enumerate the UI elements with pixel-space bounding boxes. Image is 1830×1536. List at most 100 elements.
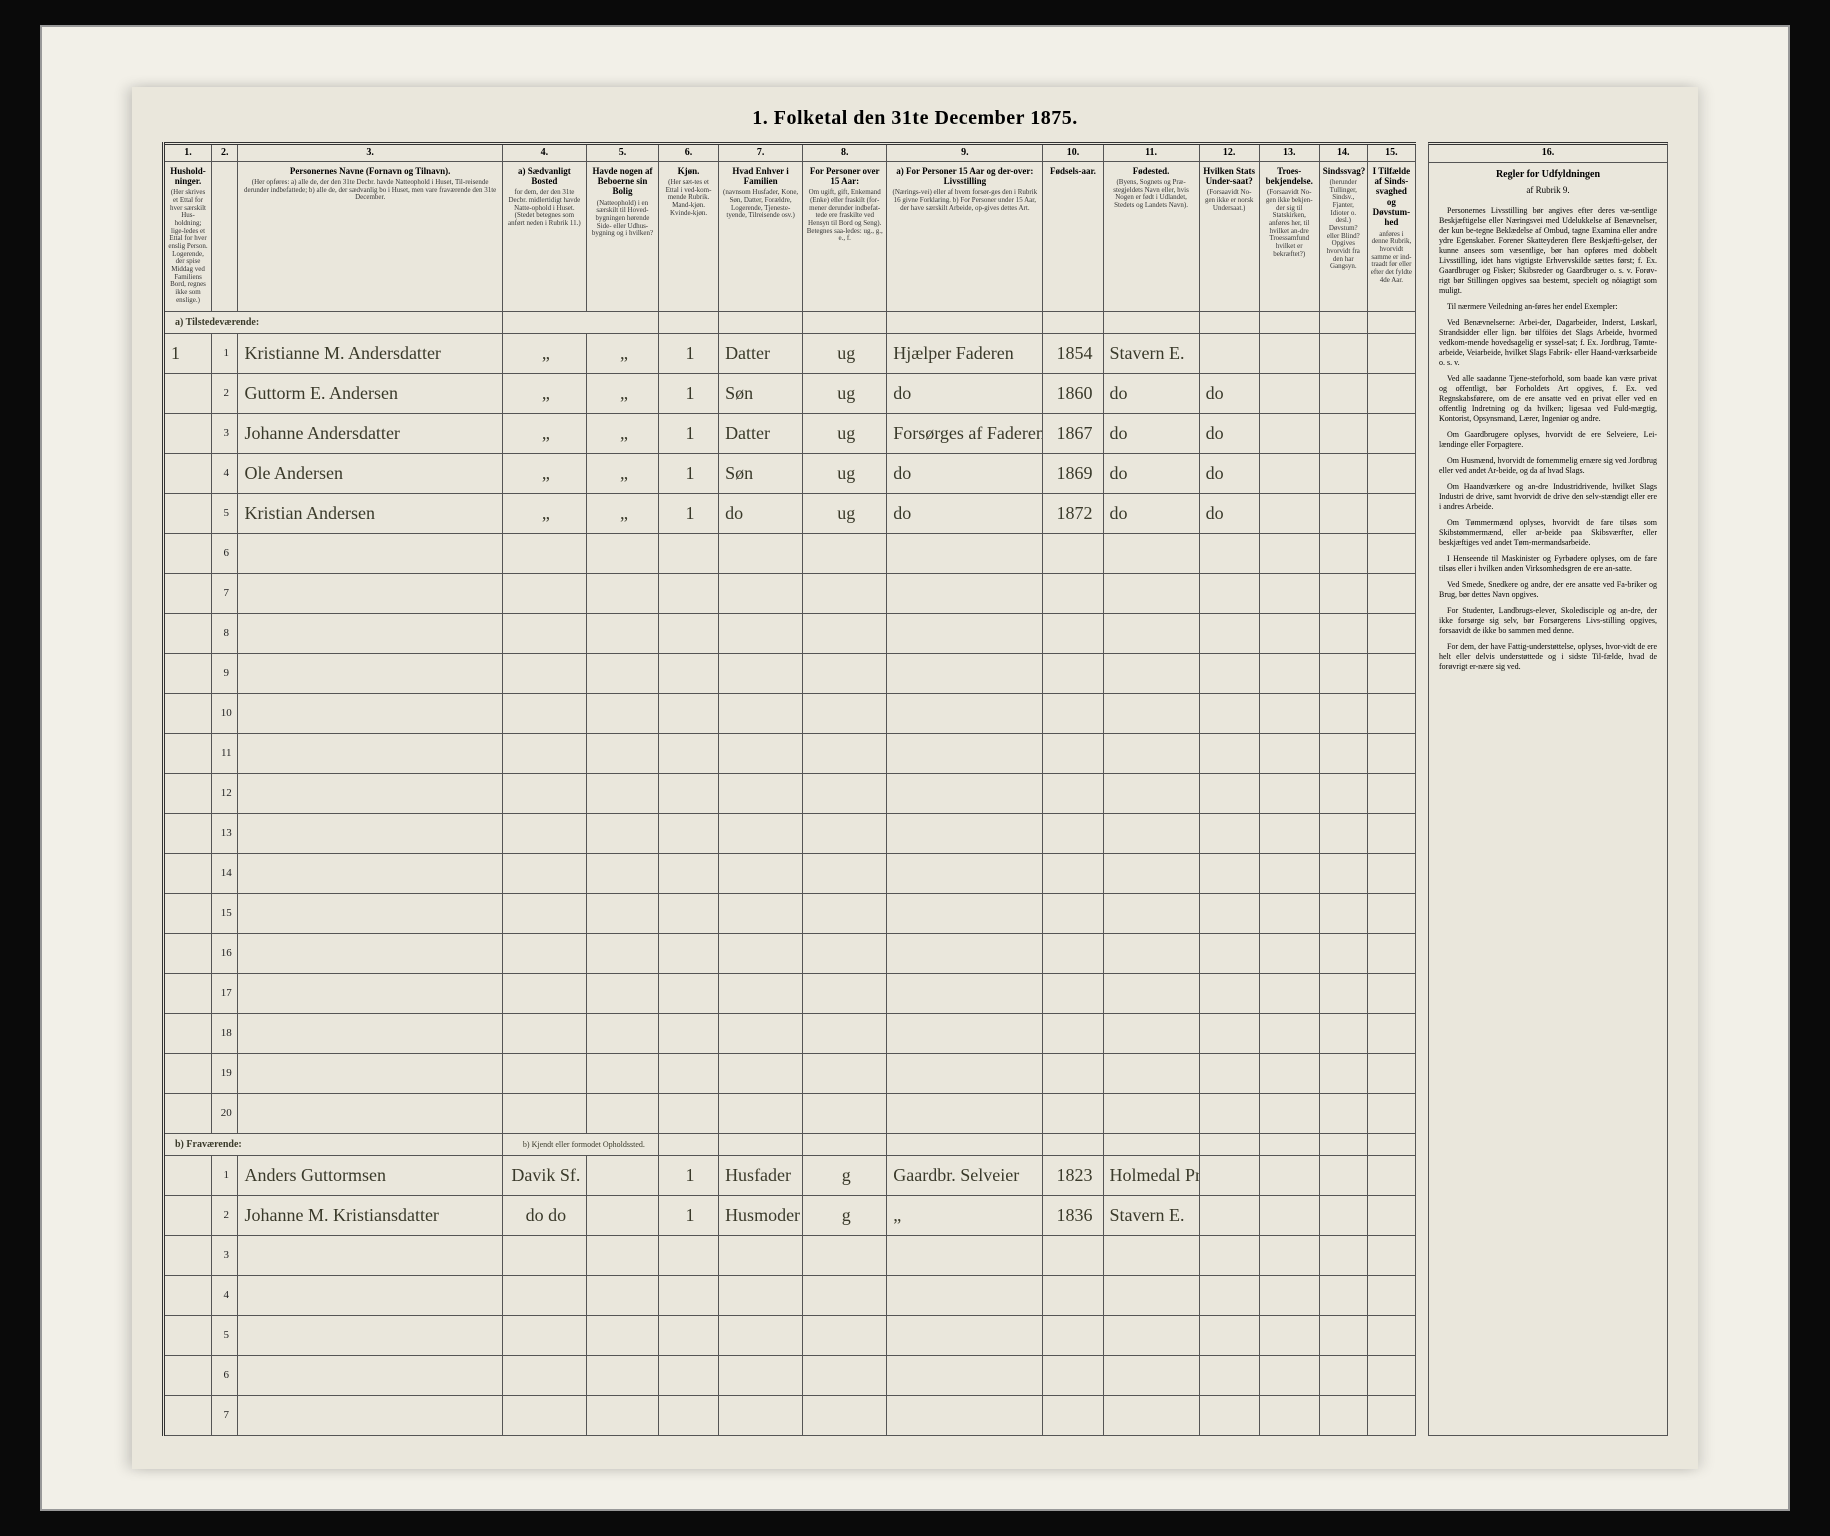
col-header-sub: (Forsaavidt No-gen ikke er norsk Undersa…: [1203, 189, 1256, 212]
col-header: Fødested.(Byens, Sognets og Præ-stegjeld…: [1103, 161, 1199, 311]
cell: [887, 533, 1043, 573]
table-row: 18: [164, 1013, 1416, 1053]
cell: [719, 973, 803, 1013]
cell: [803, 1275, 887, 1315]
cell: [1103, 1235, 1199, 1275]
cell: do: [887, 493, 1043, 533]
cell: [1199, 1195, 1259, 1235]
cell: 1869: [1043, 453, 1103, 493]
cell: [1259, 1355, 1319, 1395]
cell: g: [803, 1155, 887, 1195]
cell: [164, 1275, 212, 1315]
table-row: 9: [164, 653, 1416, 693]
cell: [803, 893, 887, 933]
cell: 1: [659, 453, 719, 493]
cell: [1319, 413, 1367, 453]
cell: [1319, 1315, 1367, 1355]
cell: [803, 733, 887, 773]
rules-sidebar: 16. Regler for Udfyldningen af Rubrik 9.…: [1428, 142, 1668, 1436]
cell: 1860: [1043, 373, 1103, 413]
cell: [164, 733, 212, 773]
table-wrap: 1.2.3.4.5.6.7.8.9.10.11.12.13.14.15. Hus…: [162, 142, 1416, 1436]
sidebar-heading: Regler for Udfyldningen: [1439, 169, 1657, 182]
cell: [803, 933, 887, 973]
cell: [1319, 373, 1367, 413]
cell: [1259, 853, 1319, 893]
cell: Anders Guttormsen: [238, 1155, 502, 1195]
cell: do: [1199, 453, 1259, 493]
cell: [1199, 1315, 1259, 1355]
cell: „: [502, 453, 586, 493]
cell: Kristian Andersen: [238, 493, 502, 533]
col-header: Troes-bekjendelse.(Forsaavidt No-gen ikk…: [1259, 161, 1319, 311]
table-row: 15: [164, 893, 1416, 933]
cell: [1199, 733, 1259, 773]
cell: [164, 613, 212, 653]
cell: Søn: [719, 373, 803, 413]
cell: [586, 1093, 658, 1133]
col-header: Hushold-ninger.(Her skrives et Ettal for…: [164, 161, 212, 311]
cell: [164, 1315, 212, 1355]
cell: [887, 933, 1043, 973]
cell: [1367, 493, 1415, 533]
cell: [1319, 1195, 1367, 1235]
cell: [164, 933, 212, 973]
cell: [502, 1093, 586, 1133]
cell: Hjælper Faderen: [887, 333, 1043, 373]
cell: 19: [212, 1053, 238, 1093]
cell: [1199, 893, 1259, 933]
cell: [719, 733, 803, 773]
cell: „: [586, 453, 658, 493]
cell: [1199, 1235, 1259, 1275]
cell: [1199, 773, 1259, 813]
cell: [1259, 613, 1319, 653]
cell: [887, 653, 1043, 693]
col-header-label: a) For Personer 15 Aar og der-over: Livs…: [890, 166, 1039, 187]
sidebar-para: Om Gaardbrugere oplyses, hvorvidt de ere…: [1439, 430, 1657, 450]
cell: Søn: [719, 453, 803, 493]
cell: [887, 893, 1043, 933]
col-header-sub: (Her sæt-tes et Ettal i ved-kom-mende Ru…: [662, 179, 715, 217]
cell: [1367, 813, 1415, 853]
cell: [719, 1395, 803, 1435]
table-row: 17: [164, 973, 1416, 1013]
cell: [1367, 613, 1415, 653]
cell: [502, 693, 586, 733]
cell: [719, 1315, 803, 1355]
col-num: 15.: [1367, 144, 1415, 162]
cell: [719, 613, 803, 653]
cell: Gaardbr. Selveier: [887, 1155, 1043, 1195]
col-num: 1.: [164, 144, 212, 162]
cell: [1103, 573, 1199, 613]
cell: [1367, 853, 1415, 893]
cell: Forsørges af Faderen: [887, 413, 1043, 453]
cell: [887, 1395, 1043, 1435]
cell: [1367, 1395, 1415, 1435]
cell: [1043, 1053, 1103, 1093]
cell: [659, 733, 719, 773]
col-header-label: Fødsels-aar.: [1046, 166, 1099, 176]
cell: [1199, 933, 1259, 973]
cell: [719, 1235, 803, 1275]
table-row: 2Guttorm E. Andersen„„1Sønugdo1860dodo: [164, 373, 1416, 413]
cell: [502, 533, 586, 573]
cell: Datter: [719, 333, 803, 373]
cell: [1259, 733, 1319, 773]
col-header: Hvilken Stats Under-saat?(Forsaavidt No-…: [1199, 161, 1259, 311]
col-header: Sindssvag?(herunder Tullinger, Sindsv., …: [1319, 161, 1367, 311]
cell: [659, 973, 719, 1013]
cell: [238, 653, 502, 693]
cell: [719, 1275, 803, 1315]
table-body: a) Tilstedeværende:11Kristianne M. Ander…: [164, 311, 1416, 1435]
cell: [719, 653, 803, 693]
cell: [586, 1235, 658, 1275]
cell: 2: [212, 373, 238, 413]
cell: [586, 573, 658, 613]
cell: [719, 773, 803, 813]
sidebar-para: Ved alle saadanne Tjene-steforhold, som …: [1439, 374, 1657, 424]
cell: [1367, 893, 1415, 933]
cell: do: [1103, 453, 1199, 493]
table-row: 4Ole Andersen„„1Sønugdo1869dodo: [164, 453, 1416, 493]
cell: [164, 1093, 212, 1133]
cell: [1199, 813, 1259, 853]
